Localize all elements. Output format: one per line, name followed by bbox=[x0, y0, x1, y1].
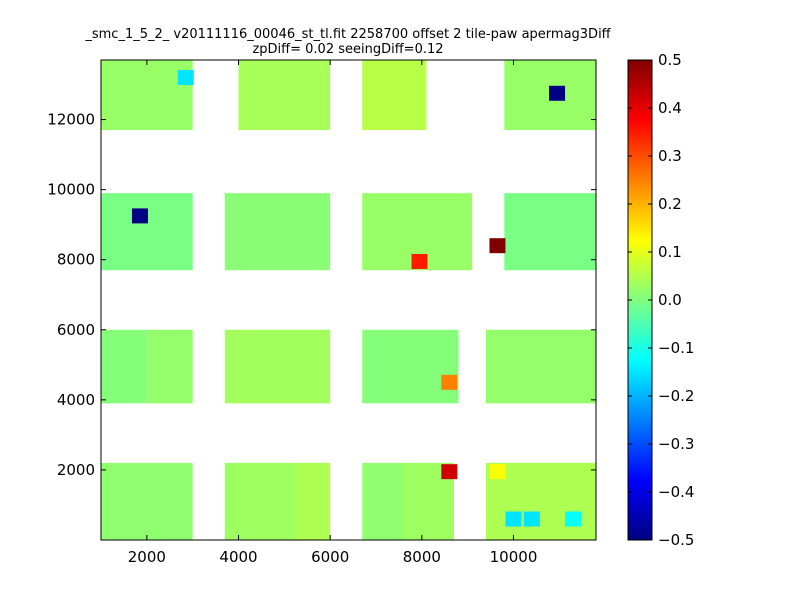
colorbar-tick-label: 0.3 bbox=[658, 147, 682, 165]
chart-title: _smc_1_5_2_ v20111116_00046_st_tl.fit 22… bbox=[84, 27, 611, 42]
colorbar-tick-label: −0.3 bbox=[658, 435, 694, 453]
colorbar-tick-label: 0.0 bbox=[658, 291, 682, 309]
y-tick-label: 12000 bbox=[47, 111, 95, 129]
colorbar-tick-label: 0.4 bbox=[658, 99, 682, 117]
colorbar-tick-label: 0.5 bbox=[658, 51, 682, 69]
heatmap-region bbox=[362, 329, 459, 404]
x-tick-label: 4000 bbox=[219, 548, 257, 566]
heatmap-cells bbox=[101, 60, 596, 540]
heatmap-cell bbox=[441, 464, 458, 480]
heatmap-region bbox=[293, 462, 331, 540]
x-axis: 2000 4000 6000 8000 10000 bbox=[128, 60, 538, 566]
y-tick-label: 8000 bbox=[57, 251, 95, 269]
colorbar-tick-label: 0.1 bbox=[658, 243, 682, 261]
y-axis: 2000 4000 6000 8000 10000 12000 bbox=[47, 111, 596, 479]
heatmap-cell bbox=[177, 70, 194, 86]
chart-subtitle: zpDiff= 0.02 seeingDiff=0.12 bbox=[252, 42, 443, 57]
heatmap-region bbox=[238, 60, 331, 131]
y-tick-label: 6000 bbox=[57, 321, 95, 339]
heatmap-cell bbox=[131, 208, 148, 224]
heatmap-region bbox=[486, 329, 596, 404]
heatmap-region bbox=[146, 329, 193, 404]
colorbar-tick-label: −0.1 bbox=[658, 339, 694, 357]
plot-frame bbox=[100, 59, 597, 541]
heatmap-cell bbox=[549, 85, 566, 101]
colorbar-tick-label: 0.2 bbox=[658, 195, 682, 213]
heatmap-region bbox=[362, 462, 404, 540]
y-tick-label: 2000 bbox=[57, 461, 95, 479]
heatmap-region bbox=[101, 60, 193, 131]
colorbar-tick-label: −0.5 bbox=[658, 531, 694, 549]
colorbar-tick-label: −0.2 bbox=[658, 387, 694, 405]
heatmap-cell bbox=[505, 511, 522, 527]
heatmap-cell bbox=[523, 511, 540, 527]
heatmap-cell bbox=[489, 238, 506, 254]
heatmap-cell bbox=[411, 253, 428, 269]
heatmap-region bbox=[224, 462, 294, 540]
heatmap-cell bbox=[489, 464, 506, 480]
heatmap-region bbox=[101, 462, 193, 540]
heatmap-region bbox=[362, 60, 427, 131]
heatmap-region bbox=[504, 193, 596, 271]
heatmap-region bbox=[224, 193, 331, 271]
x-tick-label: 6000 bbox=[311, 548, 349, 566]
colorbar-tick-label: −0.4 bbox=[658, 483, 694, 501]
heatmap-region bbox=[101, 193, 193, 271]
colorbar-axis: 0.5 0.4 0.3 0.2 0.1 0.0 −0.1 −0.2 −0.3 −0.4 −0.5 bbox=[628, 51, 694, 549]
heatmap-region bbox=[224, 329, 331, 404]
heatmap-cell bbox=[565, 511, 582, 527]
y-tick-label: 10000 bbox=[47, 181, 95, 199]
x-tick-label: 10000 bbox=[490, 548, 538, 566]
heatmap-cell bbox=[441, 374, 458, 390]
heatmap-region bbox=[101, 329, 147, 404]
x-tick-label: 2000 bbox=[128, 548, 166, 566]
x-tick-label: 8000 bbox=[403, 548, 441, 566]
y-tick-label: 4000 bbox=[57, 391, 95, 409]
